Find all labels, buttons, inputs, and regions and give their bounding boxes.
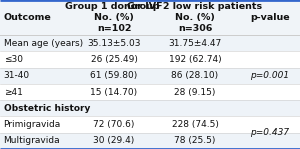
Bar	[0, 116, 300, 133]
Text: Group 2 low risk patients
No. (%)
n=306: Group 2 low risk patients No. (%) n=306	[128, 2, 262, 33]
Text: Mean age (years): Mean age (years)	[4, 39, 83, 48]
Text: ≤30: ≤30	[4, 55, 22, 64]
Text: 72 (70.6): 72 (70.6)	[93, 120, 135, 129]
Text: p=0.437: p=0.437	[250, 128, 290, 137]
Text: 15 (14.70): 15 (14.70)	[90, 87, 138, 97]
Text: Group 1 donor IVF
No. (%)
n=102: Group 1 donor IVF No. (%) n=102	[65, 2, 163, 33]
Text: Outcome: Outcome	[4, 13, 51, 22]
Bar	[0, 51, 300, 68]
Bar	[0, 84, 300, 100]
Text: 28 (9.15): 28 (9.15)	[174, 87, 216, 97]
Text: ≥41: ≥41	[4, 87, 22, 97]
Text: 78 (25.5): 78 (25.5)	[174, 136, 216, 145]
Text: Primigravida: Primigravida	[4, 120, 61, 129]
Text: 192 (62.74): 192 (62.74)	[169, 55, 221, 64]
Text: 31-40: 31-40	[4, 71, 30, 80]
Text: p-value: p-value	[250, 13, 290, 22]
Bar	[0, 68, 300, 84]
Bar	[0, 35, 300, 51]
Text: 31.75±4.47: 31.75±4.47	[168, 39, 222, 48]
Text: Multigravida: Multigravida	[4, 136, 60, 145]
Bar	[0, 100, 300, 116]
Text: 26 (25.49): 26 (25.49)	[91, 55, 137, 64]
Bar	[0, 0, 78, 35]
Text: 35.13±5.03: 35.13±5.03	[87, 39, 141, 48]
Bar	[240, 0, 300, 35]
Text: 228 (74.5): 228 (74.5)	[172, 120, 218, 129]
Bar	[0, 133, 300, 149]
Bar	[150, 0, 240, 35]
Text: Obstetric history: Obstetric history	[4, 104, 90, 113]
Bar	[78, 0, 150, 35]
Text: p=0.001: p=0.001	[250, 71, 290, 80]
Text: 61 (59.80): 61 (59.80)	[90, 71, 138, 80]
Text: 86 (28.10): 86 (28.10)	[171, 71, 219, 80]
Text: 30 (29.4): 30 (29.4)	[93, 136, 135, 145]
